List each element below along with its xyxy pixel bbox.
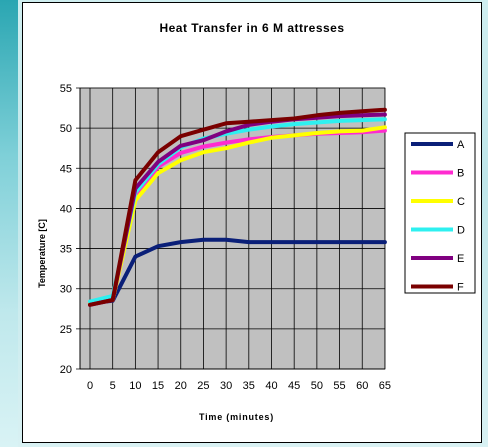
y-tick-label: 35 xyxy=(60,244,72,256)
y-tick-label: 20 xyxy=(60,364,72,376)
y-tick-label: 30 xyxy=(60,284,72,296)
x-tick-label: 60 xyxy=(356,380,368,392)
legend-box xyxy=(404,132,476,294)
x-tick-label: 55 xyxy=(333,380,345,392)
series-line-c xyxy=(88,125,387,306)
y-tick-label: 25 xyxy=(60,324,72,336)
x-tick-label: 5 xyxy=(110,380,116,392)
x-tick-label: 30 xyxy=(220,380,232,392)
legend-label-b: B xyxy=(457,168,464,180)
x-tick-label: 15 xyxy=(152,380,164,392)
x-tick-label: 20 xyxy=(175,380,187,392)
x-tick-label: 0 xyxy=(87,380,93,392)
series-line-d xyxy=(88,117,387,304)
x-tick-label: 50 xyxy=(311,380,323,392)
legend-label-f: F xyxy=(457,282,464,294)
legend-label-a: A xyxy=(457,139,465,151)
y-tick-label: 55 xyxy=(60,83,72,95)
legend-label-d: D xyxy=(457,225,465,237)
x-tick-label: 25 xyxy=(197,380,209,392)
legend-label-e: E xyxy=(457,253,464,265)
x-tick-label: 10 xyxy=(129,380,141,392)
x-axis-title: Time (minutes) xyxy=(199,412,274,422)
series-line-f xyxy=(88,107,387,307)
y-tick-label: 45 xyxy=(60,163,72,175)
x-tick-label: 35 xyxy=(243,380,255,392)
x-tick-label: 65 xyxy=(379,380,391,392)
series-line-a xyxy=(88,237,387,306)
series-line-e xyxy=(88,112,387,307)
y-axis-title: Temperature [C] xyxy=(37,219,47,288)
y-tick-label: 40 xyxy=(60,203,72,215)
x-tick-label: 45 xyxy=(288,380,300,392)
chart-title: Heat Transfer in 6 M attresses xyxy=(159,21,345,35)
legend-label-c: C xyxy=(457,196,465,208)
y-tick-label: 50 xyxy=(60,123,72,135)
slide-side-strip xyxy=(0,0,18,447)
x-tick-label: 40 xyxy=(265,380,277,392)
